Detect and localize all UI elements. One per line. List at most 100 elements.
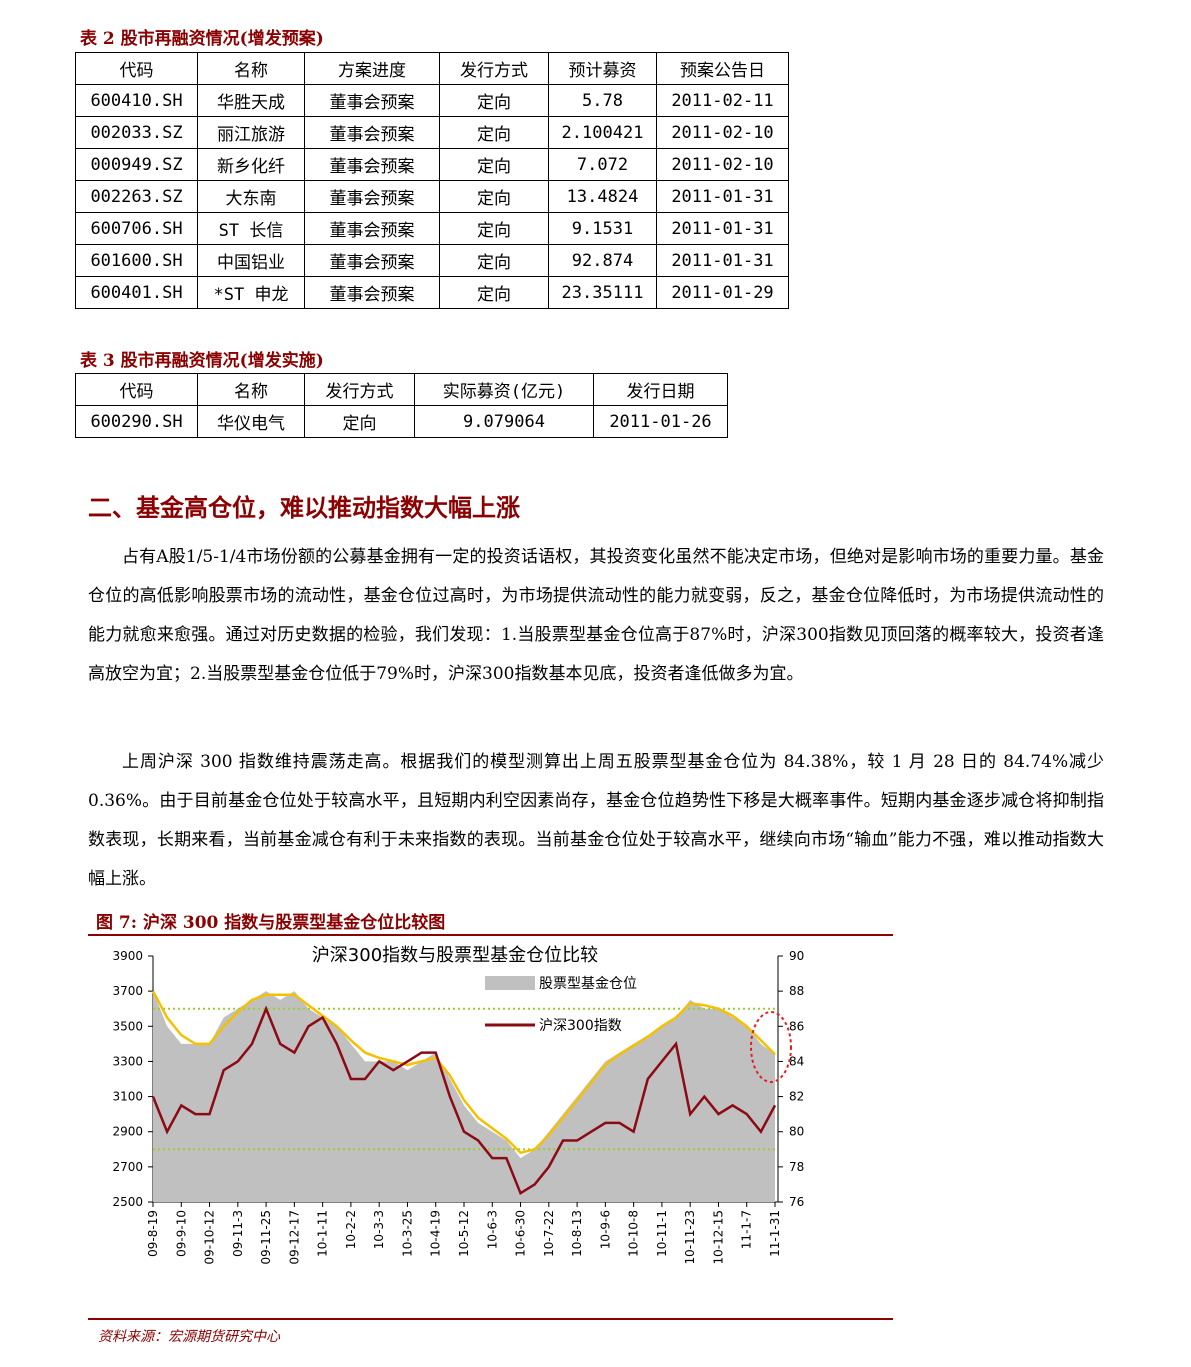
x-tick-label: 10-2-2 (344, 1210, 358, 1249)
cell: 2011-02-10 (656, 116, 789, 149)
cell: 9.079064 (414, 405, 594, 438)
x-tick-label: 10-11-23 (683, 1210, 697, 1264)
highlight (750, 1011, 792, 1083)
row: 600706.SH ST 长信 董事会预案 定向 9.1531 2011-01-31 (75, 212, 789, 245)
x-tick-label: 10-3-3 (372, 1210, 386, 1249)
table: 代码 名称 发行方式 实际募资(亿元) 发行日期 600290.SH 华仪电气 定向 9.079… (75, 373, 728, 438)
x-tick-label: 09-12-17 (287, 1210, 301, 1264)
row: 002263.SZ 大东南 董事会预案 定向 13.4824 2011-01-31 (75, 180, 789, 213)
y-tick-label: 3300 (112, 1054, 143, 1068)
cell: 华仪电气 (197, 405, 305, 438)
x-tick-label: 11-1-7 (740, 1210, 754, 1249)
row: 002033.SZ 丽江旅游 董事会预案 定向 2.100421 2011-02-10 (75, 116, 789, 149)
cell: 发行方式 (439, 52, 549, 85)
x-tick-label: 10-11-1 (655, 1210, 669, 1257)
cell: 董事会预案 (304, 244, 440, 277)
cell: 2011-01-31 (656, 244, 789, 277)
cell: 定向 (304, 405, 415, 438)
chart-title: 沪深300指数与股票型基金仓位比较 (312, 945, 598, 966)
cell: 新乡化纤 (197, 148, 305, 181)
cell: 2.100421 (548, 116, 657, 149)
cell: 定向 (439, 180, 549, 213)
row: 代码 名称 方案进度 发行方式 预计募资 预案公告日 (75, 52, 789, 85)
y2-tick-label: 86 (789, 1019, 804, 1033)
cell: 定向 (439, 244, 549, 277)
chart: 沪深300指数与股票型基金仓位比较 2500 2700 2900 3100 3300 35… (95, 943, 804, 1293)
cell: 定向 (439, 148, 549, 181)
cell: 600706.SH (75, 212, 198, 245)
cell: 实际募资(亿元) (414, 373, 594, 406)
cell: 丽江旅游 (197, 116, 305, 149)
x-tick-label: 10-9-6 (598, 1210, 612, 1249)
cell: 董事会预案 (304, 180, 440, 213)
y2-tick-label: 82 (789, 1090, 804, 1104)
legend-swatch (485, 976, 535, 990)
cell: 董事会预案 (304, 84, 440, 117)
x-tick-label: 10-4-19 (429, 1210, 443, 1257)
row: 600401.SH *ST 申龙 董事会预案 定向 23.35111 2011-01-29 (75, 276, 789, 309)
row: 600410.SH 华胜天成 董事会预案 定向 5.78 2011-02-11 (75, 84, 789, 117)
x-tick-label: 10-7-22 (542, 1210, 556, 1257)
x-tick-label: 11-1-31 (768, 1210, 782, 1257)
cell: 发行日期 (593, 373, 728, 406)
cell: 23.35111 (548, 276, 657, 309)
x-tick-label: 10-10-8 (627, 1210, 641, 1257)
cell: *ST 申龙 (197, 276, 305, 309)
cell: 定向 (439, 276, 549, 309)
y-tick-label: 3900 (112, 949, 143, 963)
x-tick-label: 09-8-19 (146, 1210, 160, 1257)
cell: 方案进度 (304, 52, 440, 85)
x-tick-label: 10-3-25 (400, 1210, 414, 1257)
cell: 601600.SH (75, 244, 198, 277)
cell: 9.1531 (548, 212, 657, 245)
line (151, 1005, 777, 1196)
y2-tick-label: 78 (789, 1160, 804, 1174)
x-tick-label: 10-6-3 (485, 1210, 499, 1249)
y-tick-label: 3700 (112, 984, 143, 998)
x-tick-label: 09-9-10 (174, 1210, 188, 1257)
cell: 2011-01-31 (656, 180, 789, 213)
cell: 600401.SH (75, 276, 198, 309)
cell: 2011-01-26 (593, 405, 728, 438)
y2-tick-label: 88 (789, 984, 804, 998)
cell: 代码 (75, 373, 198, 406)
x-tick-label: 10-1-11 (316, 1210, 330, 1257)
paragraph: 占有A股1/5-1/4市场份额的公募基金拥有一定的投资话语权，其投资变化虽然不能… (88, 547, 1104, 684)
y2-tick-label: 90 (789, 949, 804, 963)
y-tick-label: 2700 (112, 1160, 143, 1174)
cell: 董事会预案 (304, 212, 440, 245)
cell: 600410.SH (75, 84, 198, 117)
cell: 董事会预案 (304, 276, 440, 309)
cell: 代码 (75, 52, 198, 85)
cell: 华胜天成 (197, 84, 305, 117)
x-tick-label: 10-6-30 (514, 1210, 528, 1257)
y-tick-label: 2900 (112, 1125, 143, 1139)
legend-label: 股票型基金仓位 (539, 975, 637, 992)
cell: 2011-02-10 (656, 148, 789, 181)
cell: 7.072 (548, 148, 657, 181)
cell: 董事会预案 (304, 116, 440, 149)
x-tick-label: 10-12-15 (711, 1210, 725, 1264)
cell: 2011-01-29 (656, 276, 789, 309)
cell: 13.4824 (548, 180, 657, 213)
cell: 定向 (439, 212, 549, 245)
cell: 名称 (197, 52, 305, 85)
x-tick-label: 09-10-12 (203, 1210, 217, 1264)
row: 代码 名称 发行方式 实际募资(亿元) 发行日期 (75, 373, 728, 406)
table-title: 表 3 股市再融资情况(增发实施) (80, 351, 324, 371)
line (151, 990, 776, 1155)
x-tick-label: 09-11-25 (259, 1210, 273, 1264)
cell: 定向 (439, 84, 549, 117)
cell: 中国铝业 (197, 244, 305, 277)
cell: 600290.SH (75, 405, 198, 438)
cell: 大东南 (197, 180, 305, 213)
cell: 董事会预案 (304, 148, 440, 181)
cell: 002263.SZ (75, 180, 198, 213)
section-heading: 二、基金高仓位，难以推动指数大幅上涨 (88, 493, 520, 522)
x-tick-label: 10-8-13 (570, 1210, 584, 1257)
cell: 预计募资 (548, 52, 657, 85)
y2-tick-label: 76 (789, 1195, 804, 1209)
cell: 预案公告日 (656, 52, 789, 85)
divider (88, 1318, 893, 1320)
